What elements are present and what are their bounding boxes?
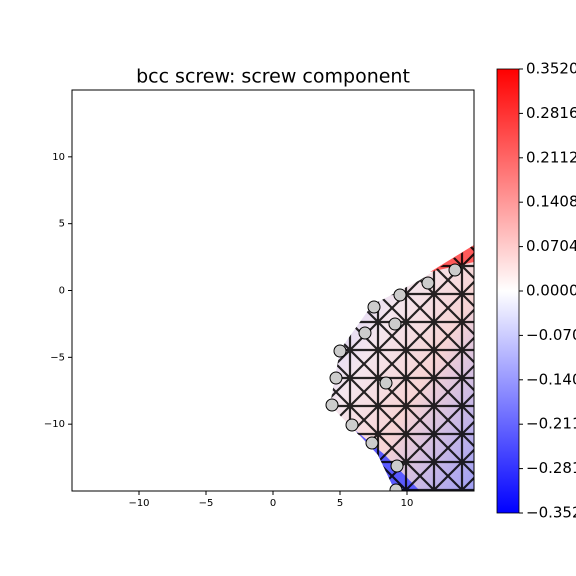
x-tick-label: 5 [337, 498, 343, 509]
colorbar-tick-label: −0.2112 [526, 415, 576, 433]
colorbar-tick-label: 0.2112 [526, 148, 576, 166]
colorbar-tick-label: −0.0704 [526, 326, 576, 344]
y-tick-label: −10 [44, 419, 65, 430]
colorbar-tick-label: 0.3520 [526, 60, 576, 78]
colorbar-tick-label: 0.0000 [526, 282, 576, 300]
field [325, 245, 474, 491]
y-tick-label: −5 [50, 352, 65, 363]
y-tick-label: 0 [59, 286, 65, 297]
x-tick-label: −10 [128, 498, 149, 509]
chart-title: bcc screw: screw component [136, 66, 410, 88]
colorbar-tick-label: −0.2816 [526, 459, 576, 477]
x-tick-label: 10 [401, 498, 414, 509]
colorbar-tick-label: 0.0704 [526, 237, 576, 255]
colorbar-tick-label: 0.2816 [526, 104, 576, 122]
colorbar-tick-label: −0.1408 [526, 370, 576, 388]
y-tick-label: 10 [52, 152, 65, 163]
y-tick-label: 5 [59, 219, 65, 230]
colorbar [496, 68, 520, 514]
x-tick-label: 0 [270, 498, 276, 509]
colorbar-tick-label: 0.1408 [526, 193, 576, 211]
colorbar-tick-label: −0.3520 [526, 504, 576, 522]
x-tick-label: −5 [199, 498, 214, 509]
